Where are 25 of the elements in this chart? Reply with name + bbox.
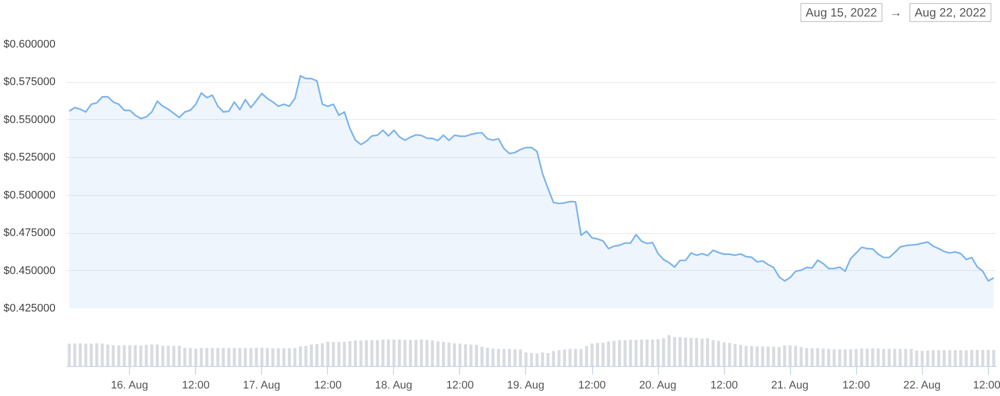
x-tick-label: 17. Aug (242, 380, 280, 392)
x-tick-label: 12:00 (710, 380, 738, 392)
y-tick-label: $0.500000 (4, 189, 56, 202)
x-tick-label: 22. Aug (903, 380, 941, 392)
x-tick-label: 12:00 (182, 380, 210, 392)
x-tick-label: 12:00 (314, 380, 342, 392)
x-tick-label: 12:00 (446, 380, 474, 392)
y-tick-label: $0.425000 (4, 302, 56, 314)
text: Aug 22, 2022 (914, 6, 986, 20)
x-tick-label: 16. Aug (110, 380, 148, 392)
y-tick-label: $0.550000 (4, 114, 56, 126)
y-tick-label: $0.600000 (4, 38, 56, 50)
x-tick-label: 20. Aug (639, 380, 676, 392)
x-tick-label: 12:00 (578, 380, 606, 392)
y-tick-label: $0.575000 (4, 76, 56, 88)
x-tick-label: 18. Aug (374, 380, 412, 392)
x-tick-label: 21. Aug (771, 380, 809, 392)
text: → (890, 6, 902, 20)
text: Aug 15, 2022 (806, 6, 878, 20)
y-tick-label: $0.475000 (4, 227, 56, 240)
x-tick-label: 19. Aug (507, 380, 544, 392)
y-tick-label: $0.450000 (4, 264, 56, 277)
x-tick-label: 12:00 (972, 380, 1000, 392)
x-tick-label: 12:00 (842, 380, 870, 392)
y-tick-label: $0.525000 (4, 152, 56, 164)
